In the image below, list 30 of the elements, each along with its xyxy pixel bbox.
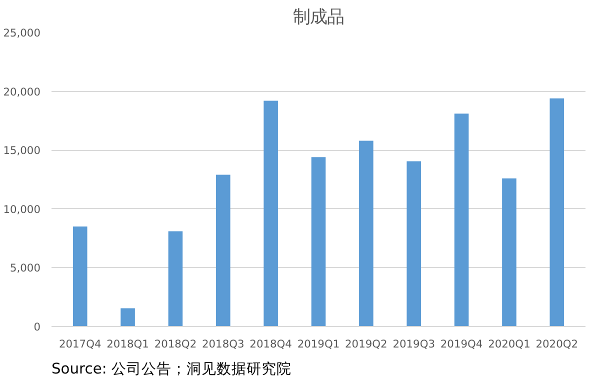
x-tick-label: 2020Q2: [536, 338, 578, 350]
bar: [359, 140, 374, 326]
x-tick-label: 2019Q3: [392, 338, 436, 350]
chart-title: 制成品: [293, 8, 344, 28]
bar: [168, 231, 183, 326]
x-tick-label: 2017Q4: [58, 338, 102, 350]
bar: [550, 98, 564, 326]
y-tick-label: 0: [34, 320, 41, 334]
bar: [120, 308, 135, 326]
bar: [72, 226, 88, 326]
y-tick-label: 5,000: [10, 262, 41, 275]
bar: [264, 100, 278, 326]
y-tick-label: 25,000: [3, 26, 41, 40]
x-tick-label: 2019Q1: [297, 338, 340, 350]
y-tick-label: 15,000: [3, 144, 41, 158]
source-note: Source: 公司公告；洞见数据研究院: [52, 360, 292, 378]
x-tick-label: 2018Q3: [202, 338, 244, 350]
x-tick-label: 2020Q1: [488, 338, 530, 350]
x-tick-label: 2018Q1: [106, 338, 149, 350]
bar: [216, 174, 230, 326]
bar: [454, 114, 469, 326]
x-tick-label: 2019Q2: [345, 338, 388, 350]
bar: [406, 161, 422, 326]
x-tick-label: 2019Q4: [440, 338, 483, 350]
y-tick-label: 20,000: [3, 85, 41, 98]
bar: [311, 157, 326, 326]
x-tick-label: 2018Q2: [154, 338, 197, 350]
y-tick-label: 10,000: [3, 202, 41, 216]
bar: [502, 178, 516, 326]
x-tick-label: 2018Q4: [250, 338, 292, 350]
